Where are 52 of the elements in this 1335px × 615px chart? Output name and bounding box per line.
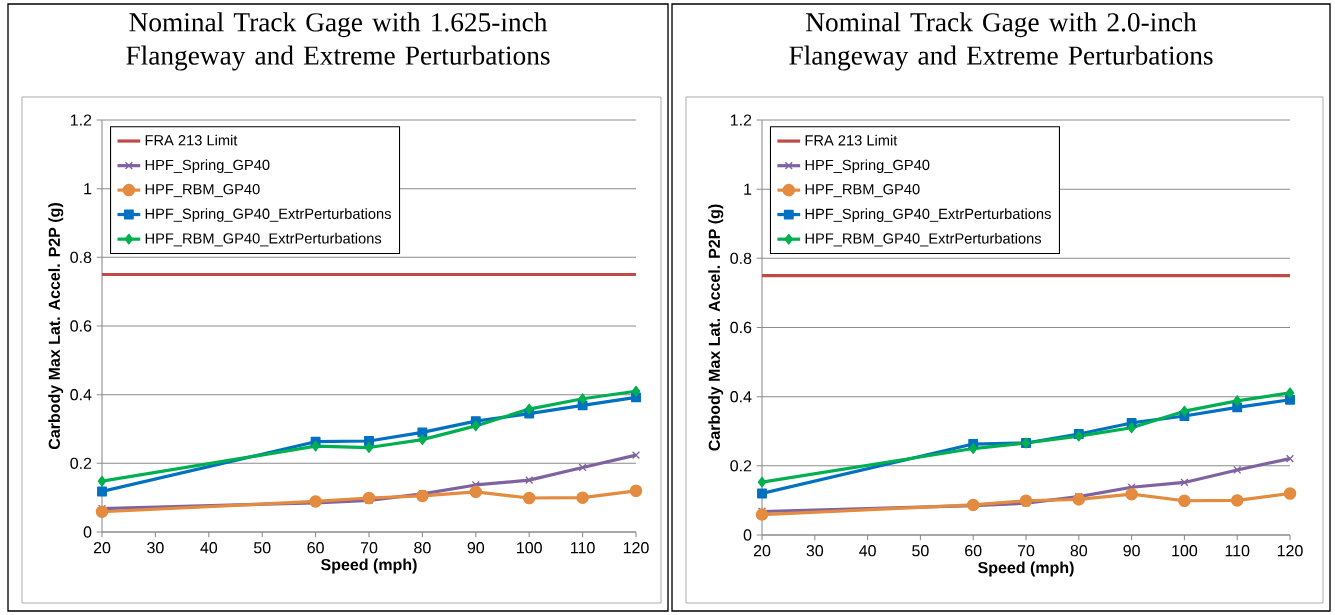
legend-label: FRA 213 Limit xyxy=(145,134,238,146)
x-axis-title: Speed (mph) xyxy=(321,558,417,574)
x-tick-label: 80 xyxy=(1070,545,1088,557)
x-tick-label: 70 xyxy=(1017,545,1035,557)
chart-title: Nominal Track Gage with 1.625-inch Flangeway and Extreme Perturbations xyxy=(126,12,550,71)
y-tick-label: 0.6 xyxy=(730,321,752,334)
y-tick-label: 1 xyxy=(744,183,752,195)
x-tick-label: 90 xyxy=(467,542,485,554)
x-tick-label: 110 xyxy=(1225,545,1250,557)
y-tick-label: 0.2 xyxy=(70,457,92,469)
y-axis-title: Carbody Max Lat. Accel. P2P (g) xyxy=(48,203,64,450)
x-tick-label: 100 xyxy=(1172,545,1198,557)
y-axis-title: Carbody Max Lat. Accel. P2P (g) xyxy=(708,204,724,451)
y-tick-label: 1 xyxy=(84,183,92,195)
y-tick-label: 0 xyxy=(83,526,92,538)
legend-label: HPF_Spring_GP40_ExtrPerturbations xyxy=(145,208,391,222)
legend-label: HPF_RBM_GP40_ExtrPerturbations xyxy=(145,232,382,247)
legend-label: HPF_Spring_GP40 xyxy=(805,159,930,174)
x-tick-label: 50 xyxy=(912,545,929,557)
y-tick-label: 0 xyxy=(743,529,752,541)
x-tick-label: 110 xyxy=(571,542,595,554)
x-tick-label: 40 xyxy=(859,545,876,557)
x-tick-label: 60 xyxy=(307,542,324,554)
y-tick-label: 0.8 xyxy=(730,252,752,264)
chart-title: Nominal Track Gage with 2.0-inch Flangeway and Extreme Perturbations xyxy=(789,12,1213,71)
x-axis-title: Speed (mph) xyxy=(978,561,1074,577)
x-tick-label: 20 xyxy=(753,545,771,557)
x-tick-label: 40 xyxy=(200,542,218,554)
x-tick-label: 120 xyxy=(623,542,649,554)
x-tick-label: 50 xyxy=(253,542,271,554)
x-tick-label: 30 xyxy=(806,545,824,557)
legend-label: HPF_Spring_GP40_ExtrPerturbations xyxy=(805,208,1051,222)
legend-label: HPF_RBM_GP40_ExtrPerturbations xyxy=(805,232,1042,247)
x-tick-label: 70 xyxy=(360,542,378,554)
y-tick-label: 0.4 xyxy=(70,389,92,401)
x-tick-label: 60 xyxy=(965,545,982,557)
y-tick-label: 0.2 xyxy=(730,460,752,472)
legend-label: HPF_RBM_GP40 xyxy=(805,184,920,198)
x-tick-label: 120 xyxy=(1277,545,1303,557)
x-tick-label: 90 xyxy=(1123,545,1140,557)
x-tick-label: 80 xyxy=(414,542,431,554)
x-tick-label: 30 xyxy=(147,542,164,554)
y-tick-label: 0.8 xyxy=(70,251,92,263)
x-tick-label: 20 xyxy=(93,542,111,554)
y-tick-label: 0.6 xyxy=(70,320,92,332)
y-tick-label: 0.4 xyxy=(730,391,752,403)
legend-label: HPF_RBM_GP40 xyxy=(145,183,260,198)
legend-label: HPF_Spring_GP40 xyxy=(145,159,270,173)
x-tick-label: 100 xyxy=(517,542,542,554)
y-tick-label: 1.2 xyxy=(730,114,752,126)
legend-label: FRA 213 Limit xyxy=(805,134,898,146)
y-tick-label: 1.2 xyxy=(70,114,92,126)
